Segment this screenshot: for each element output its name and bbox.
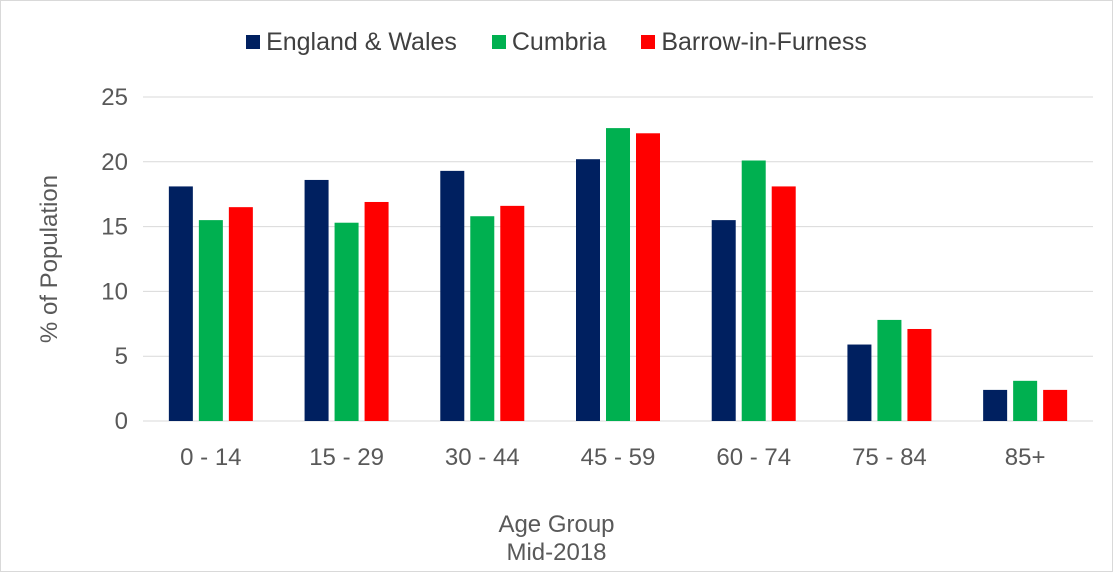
x-axis-label: Age Group (498, 511, 615, 538)
x-tick-label: 85+ (1005, 444, 1046, 471)
bar-cumbria-85 (1013, 380, 1038, 421)
bar-england-wales-60-74 (711, 220, 736, 421)
bar-cumbria-45-59 (606, 128, 630, 421)
y-tick-label: 25 (101, 84, 128, 111)
x-axis-label-block: Age Group Mid-2018 (0, 511, 1113, 567)
bar-cumbria-15-29 (334, 222, 359, 421)
x-tick-labels: 0 - 14 15 - 29 30 - 44 45 - 59 60 - 74 75 - 8… (180, 444, 1045, 471)
y-tick-label: 0 (115, 408, 128, 435)
legend-label-barrow: Barrow-in-Furness (661, 28, 867, 56)
y-tick-label: 20 (101, 149, 128, 176)
y-tick-label: 10 (101, 278, 128, 305)
legend-item-england-wales: England & Wales (246, 28, 457, 57)
bar-cumbria-60-74 (741, 160, 766, 421)
bar-barrow-in-furness-85 (1043, 389, 1068, 421)
legend-label-cumbria: Cumbria (511, 28, 607, 56)
bar-cumbria-30-44 (470, 216, 495, 421)
bar-england-wales-75-84 (847, 344, 872, 421)
legend: England & Wales Cumbria Barrow-in-Furnes… (0, 28, 1113, 57)
y-tick-label: 5 (115, 343, 128, 370)
x-tick-label: 0 - 14 (180, 444, 241, 471)
x-tick-label: 30 - 44 (445, 444, 520, 471)
legend-swatch-barrow (641, 35, 656, 49)
bar-england-wales-0-14 (168, 186, 193, 421)
bar-barrow-in-furness-30-44 (500, 205, 525, 421)
x-tick-label: 15 - 29 (309, 444, 384, 471)
y-tick-label: 15 (101, 214, 128, 241)
x-axis-sublabel: Mid-2018 (506, 539, 607, 566)
y-axis-label: % of Population (36, 174, 64, 344)
y-tick-labels: 0 5 10 15 20 25 (101, 84, 128, 435)
legend-swatch-cumbria (491, 35, 506, 49)
x-tick-label: 45 - 59 (581, 444, 656, 471)
bar-england-wales-45-59 (576, 159, 600, 421)
bar-barrow-in-furness-60-74 (771, 186, 796, 421)
bar-england-wales-30-44 (440, 170, 465, 421)
x-tick-label: 60 - 74 (716, 444, 791, 471)
bar-barrow-in-furness-15-29 (364, 201, 389, 421)
bar-england-wales-85 (983, 389, 1008, 421)
legend-label-england-wales: England & Wales (266, 28, 457, 56)
legend-swatch-england-wales (246, 35, 261, 49)
bar-cumbria-75-84 (877, 319, 902, 421)
legend-item-barrow: Barrow-in-Furness (641, 28, 867, 57)
bar-cumbria-0-14 (198, 220, 223, 421)
x-tick-label: 75 - 84 (852, 444, 927, 471)
bar-england-wales-15-29 (304, 179, 329, 421)
legend-item-cumbria: Cumbria (491, 28, 607, 57)
bar-barrow-in-furness-75-84 (907, 328, 932, 421)
bars (168, 128, 1068, 421)
bar-barrow-in-furness-0-14 (228, 207, 253, 421)
bar-barrow-in-furness-45-59 (636, 133, 660, 421)
